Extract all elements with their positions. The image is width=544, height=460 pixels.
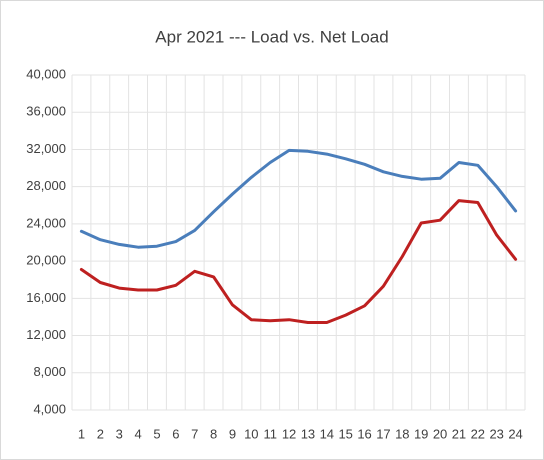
x-tick-label: 5 [153,426,160,441]
x-tick-label: 22 [471,426,485,441]
series-line [79,199,518,324]
y-tick-label: 4,000 [33,401,66,416]
y-tick-label: 32,000 [26,141,66,156]
x-tick-label: 8 [210,426,217,441]
x-tick-label: 12 [282,426,296,441]
y-tick-label: 36,000 [26,104,66,119]
x-tick-label: 2 [97,426,104,441]
x-tick-label: 20 [433,426,447,441]
y-tick-label: 24,000 [26,215,66,230]
x-tick-label: 24 [508,426,522,441]
x-tick-label: 17 [376,426,390,441]
x-tick-label: 7 [191,426,198,441]
x-tick-label: 18 [395,426,409,441]
x-tick-label: 19 [414,426,428,441]
x-tick-label: 15 [338,426,352,441]
series-line [79,148,518,249]
y-tick-label: 8,000 [33,364,66,379]
x-tick-label: 11 [263,426,277,441]
y-tick-label: 28,000 [26,178,66,193]
y-tick-label: 12,000 [26,327,66,342]
x-tick-label: 6 [172,426,179,441]
x-tick-label: 16 [357,426,371,441]
x-tick-label: 3 [116,426,123,441]
x-tick-label: 13 [301,426,315,441]
x-tick-label: 1 [78,426,85,441]
x-tick-label: 9 [229,426,236,441]
y-tick-label: 40,000 [26,66,66,81]
x-tick-label: 21 [452,426,466,441]
x-tick-label: 23 [489,426,503,441]
x-tick-label: 10 [244,426,258,441]
y-tick-label: 16,000 [26,290,66,305]
y-tick-label: 20,000 [26,253,66,268]
chart-title: Apr 2021 --- Load vs. Net Load [155,27,388,46]
x-tick-label: 14 [320,426,334,441]
x-tick-label: 4 [134,426,141,441]
